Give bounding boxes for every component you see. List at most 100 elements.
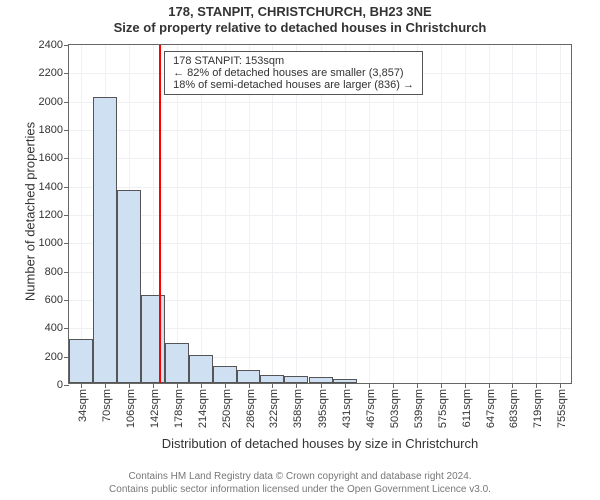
xtick-label: 142sqm [149, 389, 161, 428]
xtick-mark [465, 383, 466, 388]
xtick-mark [489, 383, 490, 388]
gridline-v [321, 45, 322, 383]
xtick-mark [536, 383, 537, 388]
gridline-h [69, 102, 571, 103]
xtick-label: 214sqm [197, 389, 209, 428]
xtick-label: 431sqm [341, 389, 353, 428]
histogram-bar [284, 376, 308, 383]
xtick-label: 286sqm [245, 389, 257, 428]
histogram-bar [141, 295, 165, 383]
histogram-bar [93, 97, 117, 383]
xtick-label: 322sqm [268, 389, 280, 428]
footer-line2: Contains public sector information licen… [0, 484, 600, 497]
xtick-label: 178sqm [173, 389, 185, 428]
gridline-v [296, 45, 297, 383]
gridline-h [69, 158, 571, 159]
histogram-bar [213, 366, 237, 383]
ytick-label: 1800 [39, 124, 69, 136]
xtick-mark [105, 383, 106, 388]
xtick-mark [129, 383, 130, 388]
xtick-mark [177, 383, 178, 388]
gridline-v [177, 45, 178, 383]
xtick-mark [225, 383, 226, 388]
gridline-h [69, 187, 571, 188]
histogram-bar [189, 355, 213, 383]
gridline-v [536, 45, 537, 383]
xtick-mark [153, 383, 154, 388]
histogram-bar [237, 370, 261, 383]
ytick-label: 400 [45, 322, 69, 334]
ytick-label: 1000 [39, 237, 69, 249]
xtick-mark [345, 383, 346, 388]
xtick-label: 70sqm [101, 389, 113, 422]
gridline-v [465, 45, 466, 383]
histogram-bar [165, 343, 189, 383]
xtick-mark [369, 383, 370, 388]
histogram-bar [69, 339, 93, 383]
gridline-v [560, 45, 561, 383]
gridline-v [272, 45, 273, 383]
ytick-label: 2000 [39, 96, 69, 108]
ytick-label: 2200 [39, 67, 69, 79]
ytick-label: 1200 [39, 209, 69, 221]
ytick-label: 800 [45, 266, 69, 278]
chart-title-line2: Size of property relative to detached ho… [0, 20, 600, 36]
ytick-label: 0 [57, 379, 69, 391]
xtick-label: 755sqm [556, 389, 568, 428]
gridline-v [201, 45, 202, 383]
xtick-mark [441, 383, 442, 388]
histogram-bar [309, 377, 333, 383]
xtick-label: 539sqm [413, 389, 425, 428]
xtick-label: 34sqm [77, 389, 89, 422]
reference-line [159, 45, 161, 383]
xtick-mark [512, 383, 513, 388]
xtick-label: 683sqm [508, 389, 520, 428]
gridline-v [345, 45, 346, 383]
xtick-mark [272, 383, 273, 388]
gridline-h [69, 130, 571, 131]
annotation-line: 178 STANPIT: 153sqm [173, 55, 414, 67]
gridline-v [249, 45, 250, 383]
xtick-mark [393, 383, 394, 388]
annotation-line: ← 82% of detached houses are smaller (3,… [173, 67, 414, 79]
gridline-v [441, 45, 442, 383]
ytick-label: 600 [45, 294, 69, 306]
ytick-label: 2400 [39, 39, 69, 51]
gridline-h [69, 215, 571, 216]
histogram-bar [117, 190, 141, 383]
histogram-bar [333, 379, 357, 383]
annotation-line: 18% of semi-detached houses are larger (… [173, 79, 414, 91]
xtick-mark [321, 383, 322, 388]
plot-area: 0200400600800100012001400160018002000220… [68, 44, 572, 384]
footer: Contains HM Land Registry data © Crown c… [0, 471, 600, 496]
chart-title-line1: 178, STANPIT, CHRISTCHURCH, BH23 3NE [0, 0, 600, 20]
xtick-label: 467sqm [365, 389, 377, 428]
xtick-label: 250sqm [221, 389, 233, 428]
y-axis-label: Number of detached properties [23, 112, 38, 312]
footer-line1: Contains HM Land Registry data © Crown c… [0, 471, 600, 484]
gridline-v [417, 45, 418, 383]
gridline-h [69, 272, 571, 273]
ytick-label: 1600 [39, 152, 69, 164]
xtick-label: 395sqm [317, 389, 329, 428]
xtick-mark [201, 383, 202, 388]
xtick-label: 106sqm [125, 389, 137, 428]
gridline-h [69, 243, 571, 244]
gridline-v [369, 45, 370, 383]
gridline-v [512, 45, 513, 383]
annotation-box: 178 STANPIT: 153sqm← 82% of detached hou… [164, 51, 423, 95]
gridline-v [489, 45, 490, 383]
xtick-label: 611sqm [461, 389, 473, 427]
xtick-label: 503sqm [389, 389, 401, 428]
ytick-label: 200 [45, 351, 69, 363]
histogram-bar [260, 375, 284, 384]
xtick-label: 358sqm [292, 389, 304, 428]
xtick-mark [81, 383, 82, 388]
xtick-mark [296, 383, 297, 388]
x-axis-label: Distribution of detached houses by size … [68, 436, 572, 451]
gridline-v [225, 45, 226, 383]
gridline-v [81, 45, 82, 383]
chart-container: { "title_line1": "178, STANPIT, CHRISTCH… [0, 0, 600, 500]
xtick-mark [249, 383, 250, 388]
xtick-mark [417, 383, 418, 388]
